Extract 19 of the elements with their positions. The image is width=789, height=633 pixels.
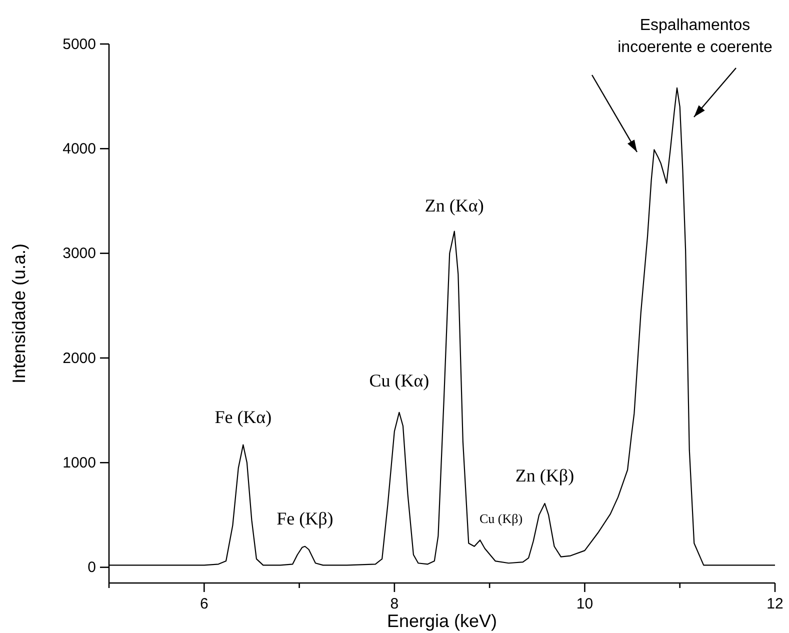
y-tick-label: 5000 — [62, 36, 96, 53]
y-axis-title: Intensidade (u.a.) — [9, 243, 29, 384]
x-tick-label: 8 — [390, 596, 399, 613]
annotation: Cu (Kα) — [369, 370, 430, 390]
annotation: Zn (Kβ) — [515, 465, 574, 486]
y-tick-label: 3000 — [62, 245, 96, 262]
x-tick-label: 6 — [200, 596, 208, 613]
x-tick-label: 10 — [576, 596, 594, 613]
y-tick-label: 2000 — [62, 350, 96, 367]
annotation: Fe (Kα) — [214, 406, 272, 427]
y-tick-label: 0 — [88, 559, 96, 576]
annotation: Zn (Kα) — [424, 195, 484, 216]
y-tick-label: 4000 — [62, 140, 96, 158]
annotation: Espalhamentos incoerente e coerente — [618, 17, 772, 56]
x-axis-title: Energia (keV) — [386, 611, 498, 631]
annotation: Fe (Kβ) — [276, 508, 334, 528]
x-tick-label: 12 — [766, 596, 784, 613]
y-tick-label: 1000 — [62, 454, 96, 472]
annotation: Cu (Kβ) — [480, 511, 523, 526]
